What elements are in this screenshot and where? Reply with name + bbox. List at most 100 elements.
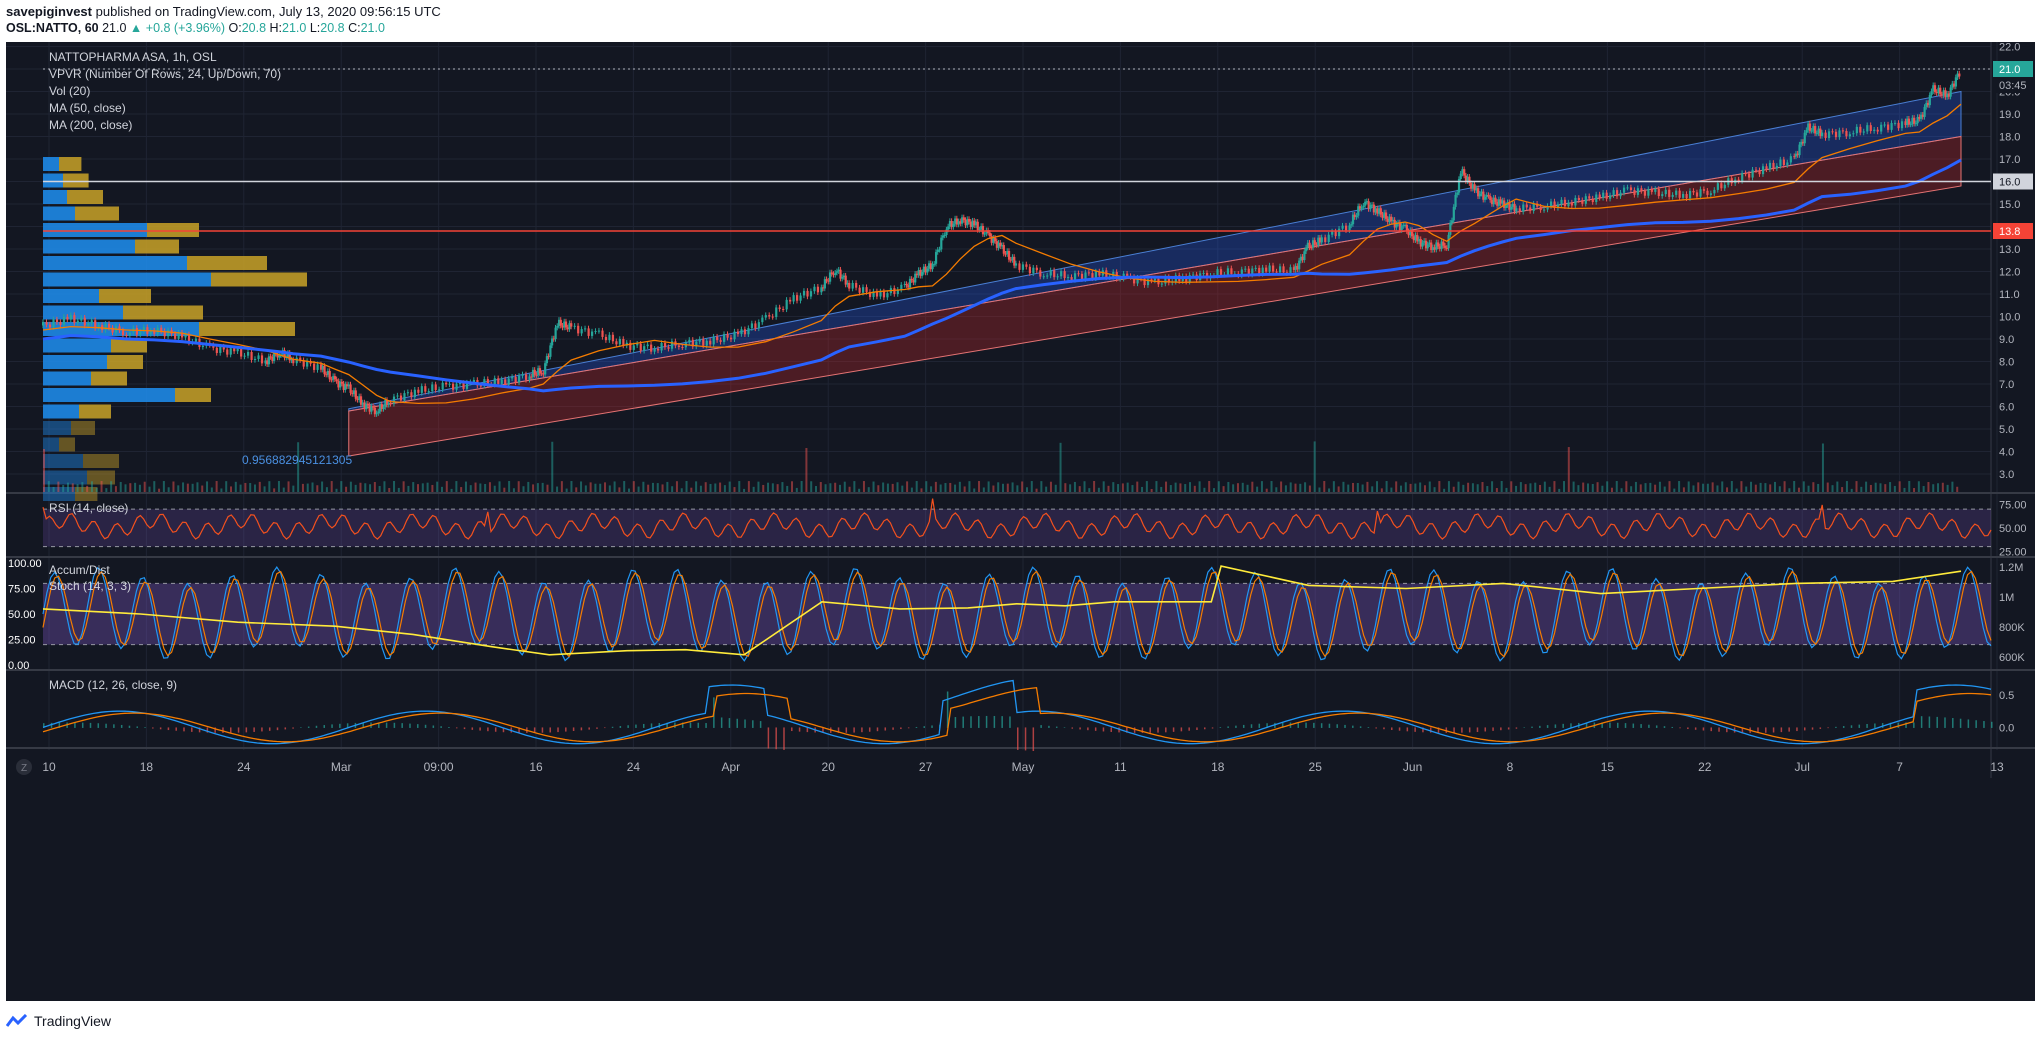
candle-body (959, 221, 962, 224)
candle-body (636, 343, 639, 346)
candle-body (375, 413, 378, 415)
volume-bar (450, 488, 453, 492)
macd-hist-bar (331, 724, 333, 728)
candle-body (1357, 206, 1360, 216)
candle-body (957, 221, 960, 225)
candle-body (366, 403, 370, 406)
candle-body (1379, 208, 1382, 215)
candle-body (1946, 93, 1949, 98)
volume-bar (1126, 482, 1129, 492)
macd-hist-bar (1320, 723, 1323, 728)
macd-hist-bar (1803, 727, 1806, 731)
candle-body (1503, 200, 1506, 209)
time-axis-label: 24 (627, 760, 641, 774)
volume-bar (488, 482, 491, 492)
macd-hist-bar (604, 727, 606, 729)
volume-bar (1232, 484, 1235, 492)
candle-body (1772, 162, 1775, 169)
candle-body (160, 327, 163, 332)
candle-body (333, 376, 337, 380)
tradingview-logo-icon[interactable] (6, 1014, 28, 1028)
volume-bar (172, 481, 175, 492)
candle-body (1407, 231, 1410, 236)
candle-body (535, 374, 538, 376)
macd-hist-bar (962, 716, 964, 728)
candle-body (264, 360, 267, 364)
candle-body (351, 392, 354, 395)
macd-legend: MACD (12, 26, close, 9) (49, 678, 177, 692)
volume-bar (1826, 482, 1829, 492)
volume-bar (1740, 481, 1743, 492)
macd-hist-bar (705, 723, 707, 728)
candle-body (483, 379, 486, 386)
candle-body (1671, 194, 1674, 197)
chart-area[interactable]: 3.04.05.06.07.08.09.010.011.012.013.014.… (6, 42, 2035, 1001)
candle-body (1468, 176, 1471, 184)
chart-svg[interactable]: 3.04.05.06.07.08.09.010.011.012.013.014.… (6, 42, 2035, 1001)
candle-body (1087, 272, 1091, 274)
legend-item: MA (200, close) (49, 118, 132, 132)
candle-body (1411, 229, 1414, 237)
macd-hist-bar (619, 725, 622, 728)
price-axis-label: 22.0 (1999, 42, 2020, 54)
candle-body (55, 319, 59, 323)
candle-body (377, 411, 380, 414)
macd-hist-bar (1655, 725, 1658, 728)
candle-body (820, 287, 823, 293)
candle-body (330, 379, 333, 381)
candle-body (1437, 242, 1440, 247)
volume-bar (1299, 483, 1302, 492)
candle-body (1664, 189, 1667, 195)
candle-body (823, 279, 826, 289)
volume-bar (675, 481, 678, 492)
volume-bar (148, 486, 151, 492)
candle-body (829, 272, 832, 282)
volume-bar (575, 487, 578, 492)
legend-item: Vol (20) (49, 84, 90, 98)
candle-body (1133, 276, 1136, 284)
candle-body (1384, 212, 1388, 219)
candle-body (149, 330, 152, 334)
volume-bar (119, 481, 122, 492)
candle-body (52, 319, 55, 328)
hline-16-tag-bg (1993, 173, 2033, 190)
volume-bar (1212, 488, 1215, 492)
volume-bar (1711, 482, 1714, 492)
candle-body (601, 330, 604, 337)
volume-bar (1850, 488, 1853, 492)
volume-bar (124, 484, 127, 492)
volume-bar (1726, 487, 1729, 492)
volume-bar (1577, 485, 1580, 492)
candle-body (1438, 246, 1442, 249)
price-axis-label: 11.0 (1999, 289, 2020, 301)
macd-hist-bar (720, 717, 723, 728)
candle-body (177, 332, 180, 339)
volume-bar (1093, 481, 1096, 492)
candle-body (1668, 189, 1671, 197)
candle-body (233, 348, 236, 352)
candle-body (1377, 208, 1381, 214)
brand-name[interactable]: TradingView (34, 1013, 112, 1029)
author-name[interactable]: savepiginvest (6, 4, 92, 19)
volume-bar (1860, 486, 1863, 492)
macd-hist-bar (635, 724, 637, 728)
volume-bar (608, 485, 611, 492)
candle-body (1305, 247, 1308, 252)
volume-bar (604, 482, 607, 492)
candle-body (1371, 204, 1374, 206)
volume-bar (1313, 441, 1316, 492)
candle-body (1956, 73, 1959, 78)
candle-body (827, 280, 830, 282)
candle-body (559, 319, 562, 326)
macd-hist-bar (222, 727, 224, 733)
volume-bar (1673, 488, 1676, 492)
volume-bar (1208, 481, 1211, 492)
volume-bar (757, 481, 760, 492)
volume-bar (1615, 481, 1618, 492)
candle-body (1301, 256, 1304, 261)
volume-bar (791, 481, 794, 492)
volume-bar (522, 486, 525, 492)
candle-body (841, 277, 844, 279)
candle-body (125, 335, 128, 337)
macd-hist-bar (1663, 726, 1666, 728)
